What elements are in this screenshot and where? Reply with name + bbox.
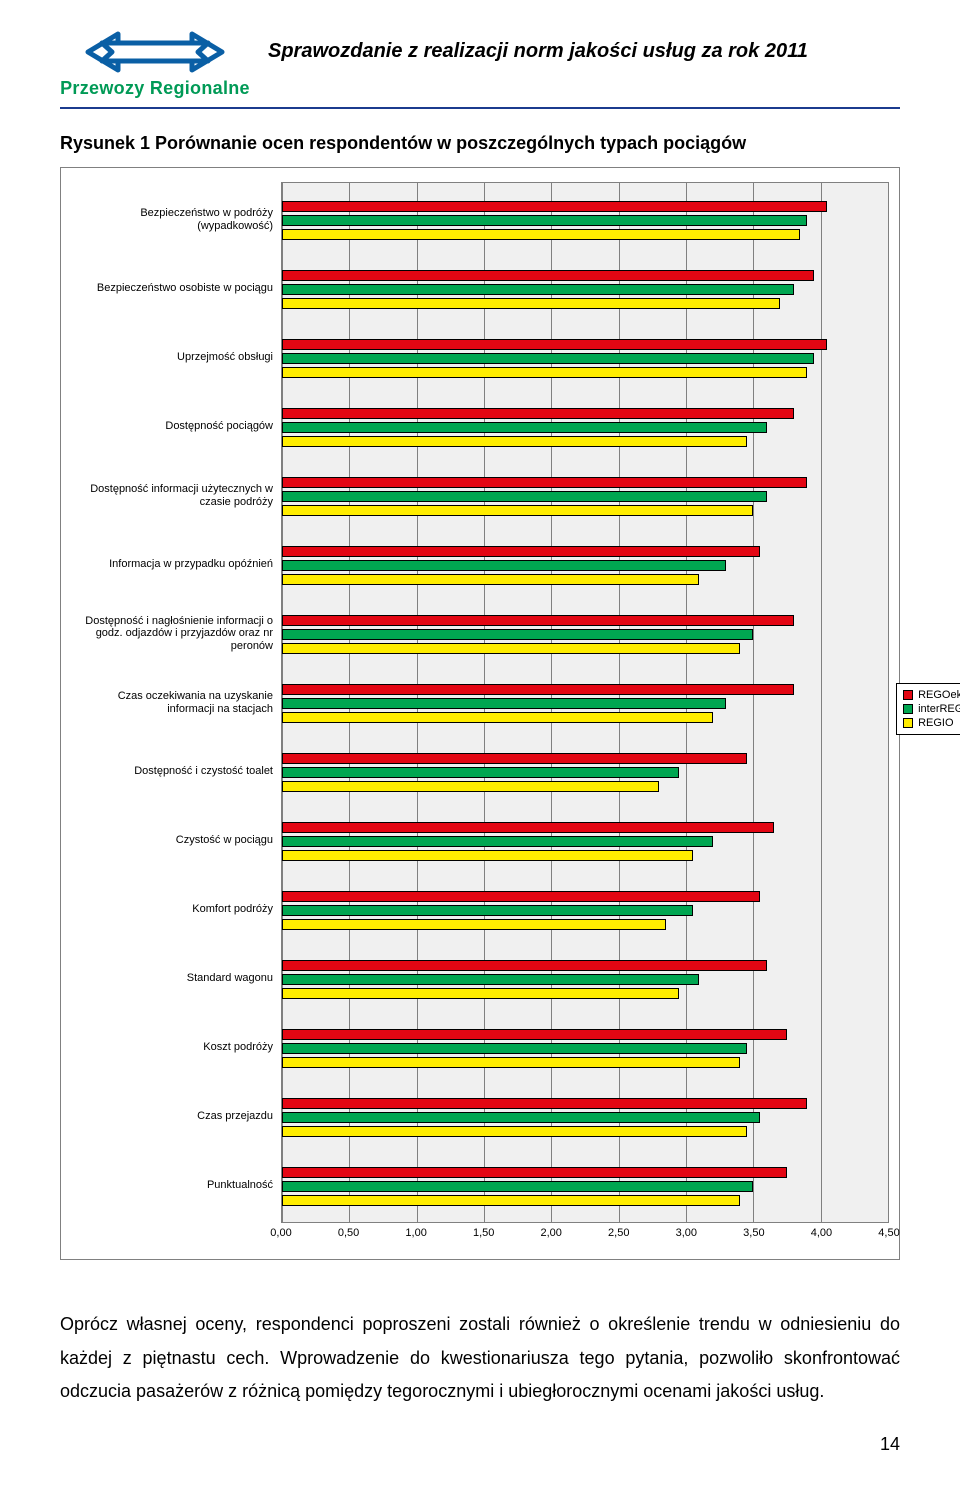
chart-bar [282, 629, 753, 640]
chart-bar [282, 422, 767, 433]
chart-bar [282, 1043, 747, 1054]
chart-bar [282, 353, 814, 364]
chart-bar [282, 1029, 787, 1040]
chart-bar [282, 712, 713, 723]
chart-bar [282, 546, 760, 557]
chart-category-label: Standard wagonu [71, 959, 281, 998]
chart-xtick-label: 3,50 [743, 1227, 764, 1239]
legend-label: interREGIO [918, 703, 960, 715]
chart-bar [282, 643, 740, 654]
chart-bar [282, 367, 807, 378]
chart-category-label: Bezpieczeństwo w podróży (wypadkowość) [71, 200, 281, 239]
chart-bar [282, 436, 747, 447]
chart-xtick-label: 0,50 [338, 1227, 359, 1239]
chart-xtick-label: 4,50 [878, 1227, 899, 1239]
chart-category-label: Dostępność informacji użytecznych w czas… [71, 476, 281, 515]
chart-category-label: Informacja w przypadku opóźnień [71, 545, 281, 584]
page-number: 14 [60, 1434, 900, 1455]
chart-bar [282, 905, 693, 916]
chart-bar [282, 974, 699, 985]
legend-swatch [903, 718, 913, 728]
chart-xtick-label: 2,50 [608, 1227, 629, 1239]
figure-title: Rysunek 1 Porównanie ocen respondentów w… [60, 131, 900, 155]
chart-bar [282, 891, 760, 902]
chart-legend: REGOekspres interREGIO REGIO [896, 683, 960, 735]
chart-bar [282, 284, 794, 295]
chart-xtick-label: 3,00 [676, 1227, 697, 1239]
chart-bar [282, 1057, 740, 1068]
chart-category-label: Czystość w pociągu [71, 821, 281, 860]
chart-xtick-label: 1,00 [405, 1227, 426, 1239]
chart-frame: Bezpieczeństwo w podróży (wypadkowość) Be… [60, 167, 900, 1260]
chart-x-axis: 0,000,501,001,502,002,503,003,504,004,50 [281, 1223, 889, 1245]
chart-bar [282, 698, 726, 709]
legend-swatch [903, 704, 913, 714]
chart-bar [282, 505, 753, 516]
chart-category-labels: Bezpieczeństwo w podróży (wypadkowość) Be… [71, 182, 281, 1223]
chart-plot-area: REGOekspresinterREGIOREGIO [281, 182, 889, 1223]
chart-bar [282, 1098, 807, 1109]
chart-bar [282, 1195, 740, 1206]
chart-bar [282, 491, 767, 502]
chart-category-label: Dostępność pociągów [71, 407, 281, 446]
chart-bar [282, 477, 807, 488]
chart-bar [282, 298, 780, 309]
chart-bar [282, 919, 666, 930]
chart-bar [282, 960, 767, 971]
chart-bar [282, 1167, 787, 1178]
chart-bars [282, 183, 888, 1222]
chart-xtick-label: 0,00 [270, 1227, 291, 1239]
chart-bar [282, 1112, 760, 1123]
chart-xtick-label: 1,50 [473, 1227, 494, 1239]
header-rule [60, 107, 900, 109]
chart-bar [282, 229, 800, 240]
brand-arrow-icon [80, 28, 230, 76]
chart-bar [282, 767, 679, 778]
chart-gridline [888, 183, 889, 1222]
chart-bar [282, 339, 827, 350]
chart-xtick-label: 4,00 [811, 1227, 832, 1239]
chart-xtick-label: 2,00 [541, 1227, 562, 1239]
chart-bar [282, 753, 747, 764]
legend-item: REGOekspres [903, 688, 960, 702]
chart-plot-wrap: REGOekspresinterREGIOREGIO 0,000,501,001… [281, 182, 889, 1245]
chart-bar [282, 836, 713, 847]
chart-category-label: Bezpieczeństwo osobiste w pociągu [71, 269, 281, 308]
brand-name: Przewozy Regionalne [60, 78, 250, 99]
legend-item: interREGIO [903, 702, 960, 716]
chart-category-label: Dostępność i czystość toalet [71, 752, 281, 791]
chart-bar [282, 215, 807, 226]
legend-label: REGIO [918, 717, 953, 729]
brand-logo-block: Przewozy Regionalne [60, 28, 250, 99]
chart-bar [282, 270, 814, 281]
chart-bar [282, 850, 693, 861]
chart-category-label: Koszt podróży [71, 1028, 281, 1067]
chart-bar [282, 822, 774, 833]
chart-category-label: Uprzejmość obsługi [71, 338, 281, 377]
chart-bar [282, 684, 794, 695]
chart-bar [282, 1181, 753, 1192]
body-paragraph: Oprócz własnej oceny, respondenci popros… [60, 1308, 900, 1408]
chart-bar [282, 201, 827, 212]
page-header: Przewozy Regionalne Sprawozdanie z reali… [60, 28, 900, 99]
chart-category-label: Dostępność i nagłośnienie informacji o g… [71, 614, 281, 653]
chart-bar [282, 615, 794, 626]
chart-bar [282, 781, 659, 792]
chart-bar [282, 988, 679, 999]
document-title: Sprawozdanie z realizacji norm jakości u… [268, 28, 900, 63]
chart-category-label: Czas oczekiwania na uzyskanie informacji… [71, 683, 281, 722]
chart-bar [282, 560, 726, 571]
chart-category-label: Czas przejazdu [71, 1097, 281, 1136]
legend-label: REGOekspres [918, 689, 960, 701]
chart-bar [282, 408, 794, 419]
chart-bar [282, 574, 699, 585]
chart-category-label: Punktualność [71, 1166, 281, 1205]
chart-bar [282, 1126, 747, 1137]
legend-swatch [903, 690, 913, 700]
chart-category-label: Komfort podróży [71, 890, 281, 929]
legend-item: REGIO [903, 716, 960, 730]
